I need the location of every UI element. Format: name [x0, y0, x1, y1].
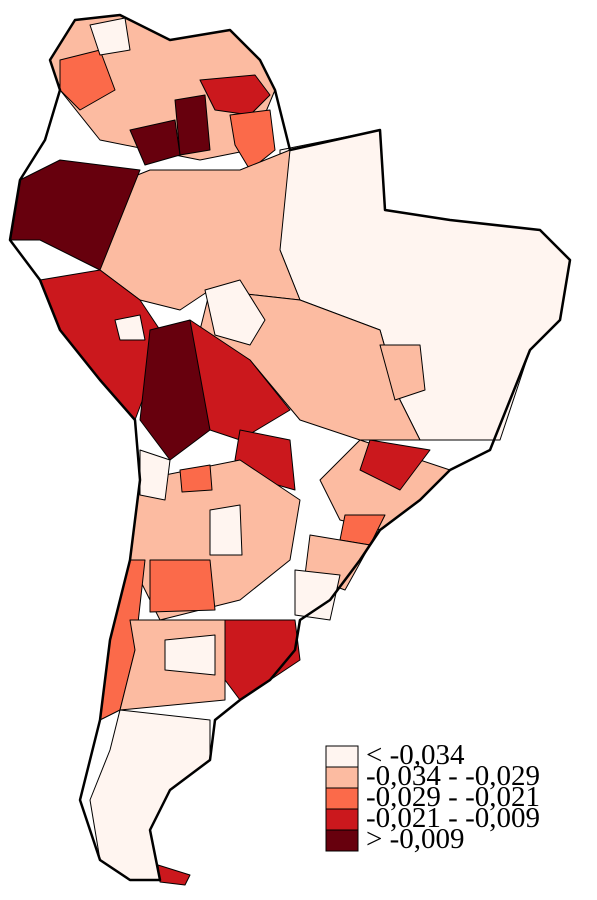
region — [89, 17, 131, 56]
region — [114, 314, 146, 341]
coastline — [8, 13, 572, 882]
legend-swatch — [325, 787, 359, 810]
legend-label: -0,021 - -0,009 — [366, 802, 540, 834]
region — [379, 344, 426, 401]
region — [139, 449, 171, 501]
region — [149, 559, 216, 613]
region — [9, 159, 141, 271]
region — [157, 864, 191, 886]
legend: < -0,034-0,034 - -0,029-0,029 - -0,021-0… — [325, 739, 540, 855]
region — [164, 634, 216, 676]
legend-label: -0,034 - -0,029 — [366, 760, 540, 792]
regions — [9, 14, 571, 886]
legend-label: -0,029 - -0,021 — [366, 781, 540, 813]
legend-swatch — [325, 808, 359, 831]
region — [204, 279, 266, 346]
region — [139, 319, 211, 461]
legend-swatch — [325, 829, 359, 852]
region — [359, 439, 431, 491]
region — [229, 109, 276, 171]
region — [59, 49, 116, 111]
region — [209, 504, 243, 556]
legend-label: > -0,009 — [366, 823, 465, 855]
legend-label: < -0,034 — [366, 739, 465, 771]
region — [179, 464, 213, 493]
legend-swatch — [325, 766, 359, 789]
legend-swatch — [325, 745, 359, 768]
region — [174, 94, 211, 156]
region — [294, 569, 341, 621]
region — [89, 709, 211, 881]
region — [224, 619, 301, 701]
region — [199, 74, 271, 116]
